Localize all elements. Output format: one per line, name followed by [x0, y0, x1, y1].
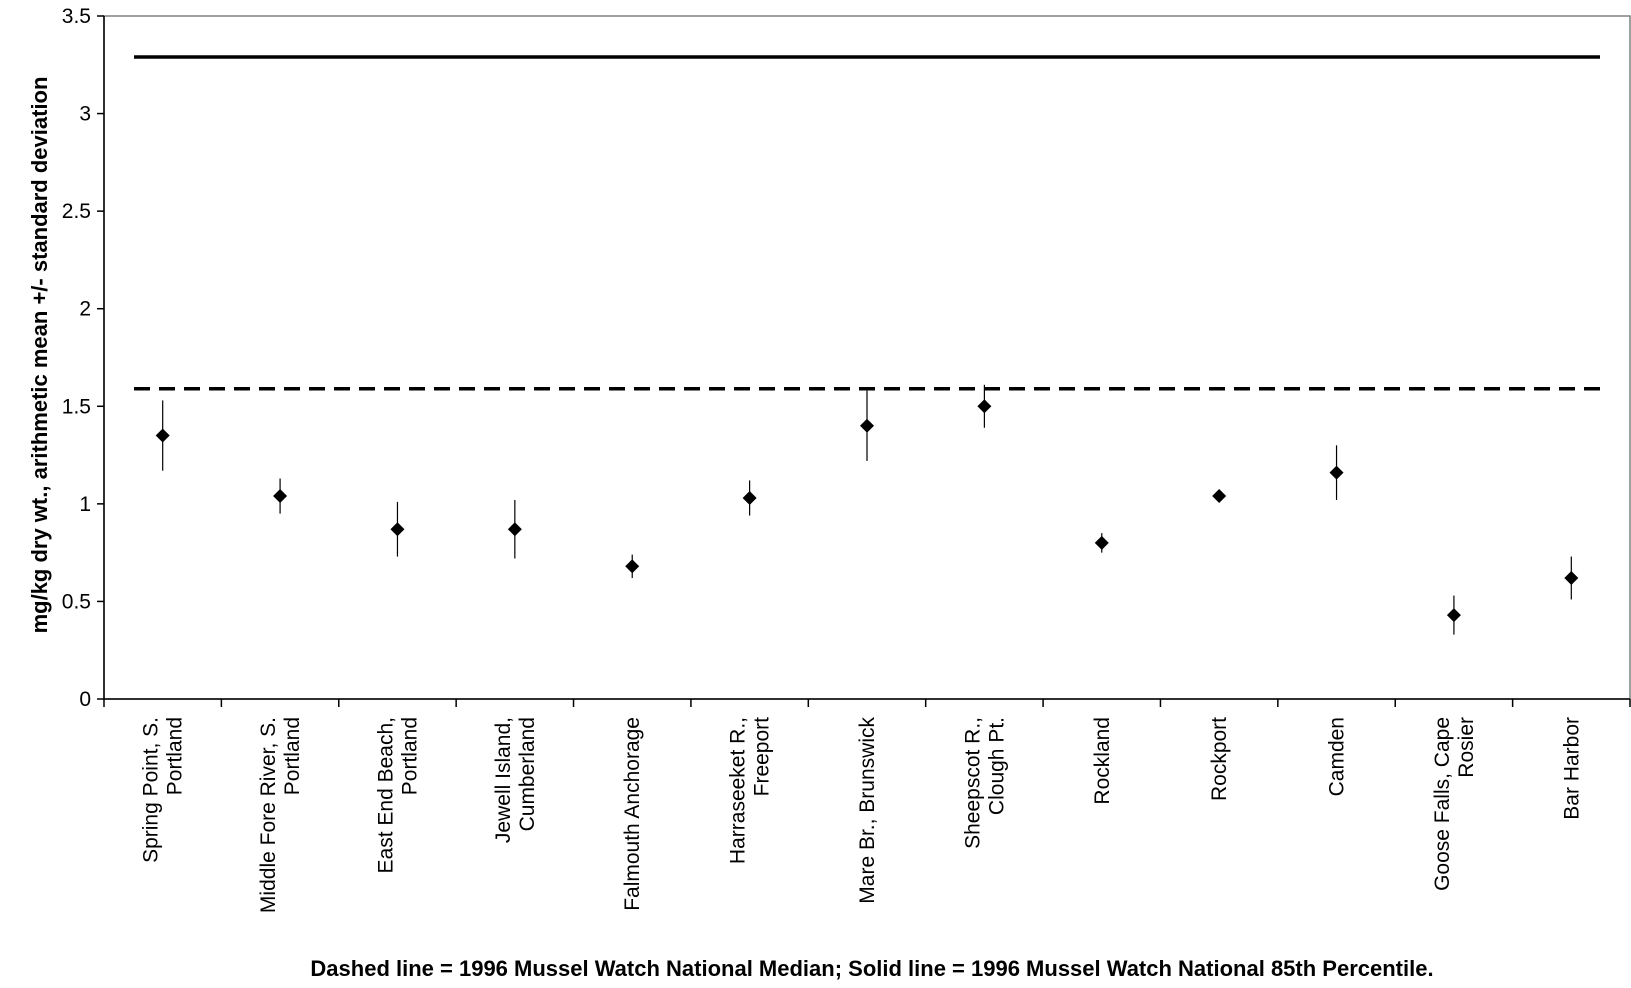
- plot-frame: [103, 15, 1631, 700]
- category-labels: Spring Point, S. Portland Middle Fore Rive…: [140, 717, 1584, 914]
- reference-lines: [134, 55, 1600, 391]
- category-label-6-line-0: Mare Br., Brunswick: [856, 717, 879, 904]
- category-label-4: Falmouth Anchorage: [621, 717, 644, 911]
- category-label-3: Jewell Island, Cumberland: [492, 717, 539, 843]
- y-tick-label-7: 3.5: [62, 5, 91, 28]
- y-tick-label-0: 0: [79, 688, 91, 711]
- category-label-5: Harraseeket R., Freeport: [727, 717, 774, 864]
- category-label-6: Mare Br., Brunswick: [856, 717, 879, 904]
- data-point-0: [155, 428, 170, 443]
- category-label-12-line-0: Bar Harbor: [1560, 717, 1583, 820]
- category-label-0-line-1: Portland: [164, 717, 187, 795]
- data-point-10: [1329, 465, 1344, 480]
- category-label-3-line-1: Cumberland: [516, 717, 539, 831]
- category-label-9: Rockport: [1208, 717, 1231, 801]
- category-label-2-line-1: Portland: [398, 717, 421, 795]
- y-tick-label-4: 2: [79, 298, 91, 321]
- category-label-7: Sheepscot R., Clough Pt.: [961, 717, 1008, 849]
- data-point-3: [507, 522, 522, 537]
- category-label-5-line-0: Harraseeket R.,: [727, 717, 750, 864]
- category-label-4-line-0: Falmouth Anchorage: [621, 717, 644, 911]
- data-point-11: [1446, 608, 1461, 623]
- category-label-2-line-0: East End Beach,: [374, 717, 397, 873]
- x-axis-caption: Dashed line = 1996 Mussel Watch National…: [310, 956, 1433, 981]
- y-tick-label-2: 1: [79, 493, 91, 516]
- category-label-1: Middle Fore River, S. Portland: [257, 717, 304, 913]
- category-label-0: Spring Point, S. Portland: [140, 717, 187, 863]
- category-label-8-line-0: Rockland: [1091, 717, 1114, 805]
- category-label-0-line-0: Spring Point, S.: [140, 717, 163, 863]
- data-point-7: [977, 399, 992, 414]
- category-label-2: East End Beach, Portland: [374, 717, 421, 873]
- category-label-10: Camden: [1326, 717, 1349, 796]
- data-point-12: [1564, 571, 1579, 586]
- category-label-5-line-1: Freeport: [751, 717, 774, 797]
- category-label-11: Goose Falls, Cape Rosier: [1431, 717, 1478, 891]
- category-label-11-line-0: Goose Falls, Cape: [1431, 717, 1454, 891]
- category-label-3-line-0: Jewell Island,: [492, 717, 515, 843]
- data-point-9: [1212, 489, 1227, 504]
- category-label-7-line-1: Clough Pt.: [985, 717, 1008, 815]
- category-label-12: Bar Harbor: [1560, 717, 1583, 820]
- y-tick-label-6: 3: [79, 103, 91, 126]
- category-label-1-line-0: Middle Fore River, S.: [257, 717, 280, 913]
- axes: 0 0.5 1 1.5 2 2.5 3 3.5: [62, 5, 1631, 711]
- y-tick-label-5: 2.5: [62, 200, 91, 223]
- category-label-7-line-0: Sheepscot R.,: [961, 717, 984, 849]
- data-points: [155, 399, 1579, 623]
- data-point-2: [390, 522, 405, 537]
- y-axis-title: mg/kg dry wt., arithmetic mean +/- stand…: [27, 77, 52, 634]
- data-point-8: [1094, 535, 1109, 550]
- y-tick-label-1: 0.5: [62, 590, 91, 613]
- category-label-10-line-0: Camden: [1326, 717, 1349, 796]
- category-label-8: Rockland: [1091, 717, 1114, 805]
- data-point-4: [625, 559, 640, 574]
- data-point-5: [742, 491, 757, 506]
- data-point-1: [273, 489, 288, 504]
- y-tick-label-3: 1.5: [62, 395, 91, 418]
- category-label-11-line-1: Rosier: [1455, 717, 1478, 778]
- category-label-9-line-0: Rockport: [1208, 717, 1231, 801]
- data-point-6: [860, 418, 874, 433]
- category-label-1-line-1: Portland: [281, 717, 304, 795]
